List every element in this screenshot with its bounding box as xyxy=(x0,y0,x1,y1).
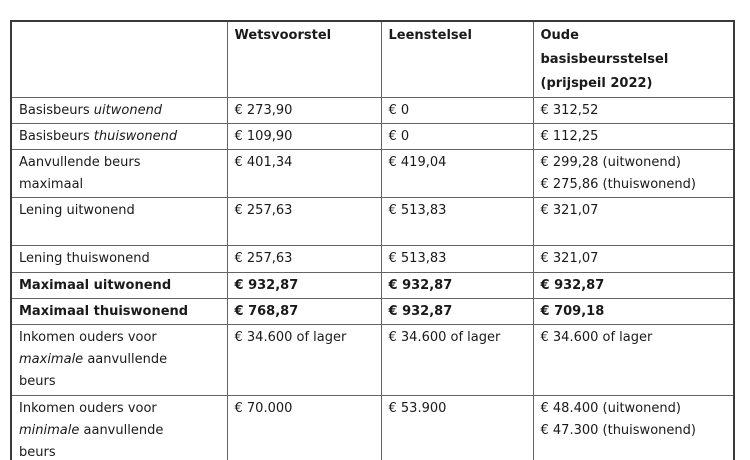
value-cell: € 48.400 (uitwonend) € 47.300 (thuiswone… xyxy=(532,395,735,460)
row-label-cell: Inkomen ouders voor maximale aanvullende b… xyxy=(10,324,228,396)
row-label-segment: beurs xyxy=(19,374,56,389)
table-body: Basisbeurs uitwonend € 273,90 € 0 € 312,52 B… xyxy=(10,97,735,460)
row-label-cell: Lening thuiswonend xyxy=(10,245,228,273)
header-row: Wetsvoorstel Leenstelsel Oude basisbeurs… xyxy=(10,20,735,98)
row-label-segment: beurs xyxy=(19,445,56,460)
value-cell: € 273,90 xyxy=(226,97,382,124)
value-cell: € 34.600 of lager xyxy=(532,324,735,396)
value-cell: € 53.900 xyxy=(380,395,534,460)
row-label-segment: Aanvullende beurs xyxy=(19,155,141,170)
row-label-cell: Basisbeurs thuiswonend xyxy=(10,123,228,150)
row-label-italic-segment: minimale xyxy=(19,423,80,438)
value-cell: € 109,90 xyxy=(226,123,382,150)
table-row: Inkomen ouders voor minimale aanvullende b… xyxy=(10,395,735,460)
row-label-segment: Basisbeurs xyxy=(19,103,94,118)
row-label-segment: Maximaal thuiswonend xyxy=(19,304,189,319)
value-cell: € 312,52 xyxy=(532,97,735,124)
row-label-italic-segment: maximale xyxy=(19,352,84,367)
row-label-cell: Maximaal thuiswonend xyxy=(10,298,228,325)
row-label-segment: Lening thuiswonend xyxy=(19,251,150,266)
header-cell-empty xyxy=(10,20,228,98)
value-cell: € 0 xyxy=(380,97,534,124)
table-row: Maximaal uitwonend € 932,87 € 932,87 € 932,… xyxy=(10,272,735,299)
value-cell: € 0 xyxy=(380,123,534,150)
header-cell-oude-basisbeursstelsel: Oude basisbeursstelsel (prijspeil 2022) xyxy=(532,20,735,98)
value-cell: € 513,83 xyxy=(380,245,534,273)
value-cell: € 112,25 xyxy=(532,123,735,150)
value-cell: € 299,28 (uitwonend) € 275,86 (thuiswone… xyxy=(532,149,735,198)
table-row: Aanvullende beurs maximaal € 401,34 € 419,0… xyxy=(10,149,735,198)
value-cell: € 419,04 xyxy=(380,149,534,198)
table-row: Lening thuiswonend € 257,63 € 513,83 € 321,… xyxy=(10,245,735,273)
row-label-segment: Basisbeurs xyxy=(19,129,94,144)
value-cell: € 932,87 xyxy=(380,298,534,325)
value-cell: € 321,07 xyxy=(532,197,735,246)
row-label-italic-segment: thuiswonend xyxy=(93,129,178,144)
row-label-cell: Inkomen ouders voor minimale aanvullende b… xyxy=(10,395,228,460)
table-row: Basisbeurs thuiswonend € 109,90 € 0 € 112,2… xyxy=(10,123,735,150)
student-finance-comparison-table: Wetsvoorstel Leenstelsel Oude basisbeurs… xyxy=(10,20,735,460)
value-cell: € 34.600 of lager xyxy=(226,324,382,396)
value-cell: € 768,87 xyxy=(226,298,382,325)
row-label-segment: Inkomen ouders voor xyxy=(19,401,157,416)
row-label-cell: Aanvullende beurs maximaal xyxy=(10,149,228,198)
value-cell: € 257,63 xyxy=(226,197,382,246)
header-cell-leenstelsel: Leenstelsel xyxy=(380,20,534,98)
value-cell: € 34.600 of lager xyxy=(380,324,534,396)
row-label-segment: aanvullende xyxy=(79,423,164,438)
value-cell: € 932,87 xyxy=(532,272,735,299)
row-label-cell: Maximaal uitwonend xyxy=(10,272,228,299)
table-row: Basisbeurs uitwonend € 273,90 € 0 € 312,52 xyxy=(10,97,735,124)
value-cell: € 932,87 xyxy=(380,272,534,299)
row-label-segment: maximaal xyxy=(19,177,84,192)
row-label-segment: Inkomen ouders voor xyxy=(19,330,157,345)
value-cell: € 932,87 xyxy=(226,272,382,299)
row-label-italic-segment: uitwonend xyxy=(93,103,163,118)
value-cell: € 321,07 xyxy=(532,245,735,273)
row-label-segment: Lening uitwonend xyxy=(19,203,135,218)
value-cell: € 70.000 xyxy=(226,395,382,460)
row-label-cell: Lening uitwonend xyxy=(10,197,228,246)
table-row: Maximaal thuiswonend € 768,87 € 932,87 € 70… xyxy=(10,298,735,325)
value-cell: € 709,18 xyxy=(532,298,735,325)
header-cell-wetsvoorstel: Wetsvoorstel xyxy=(226,20,382,98)
value-cell: € 513,83 xyxy=(380,197,534,246)
table-row: Lening uitwonend € 257,63 € 513,83 € 321,07 xyxy=(10,197,735,246)
value-cell: € 257,63 xyxy=(226,245,382,273)
row-label-segment: aanvullende xyxy=(83,352,168,367)
row-label-segment: Maximaal uitwonend xyxy=(19,278,172,293)
value-cell: € 401,34 xyxy=(226,149,382,198)
table-row: Inkomen ouders voor maximale aanvullende b… xyxy=(10,324,735,396)
row-label-cell: Basisbeurs uitwonend xyxy=(10,97,228,124)
